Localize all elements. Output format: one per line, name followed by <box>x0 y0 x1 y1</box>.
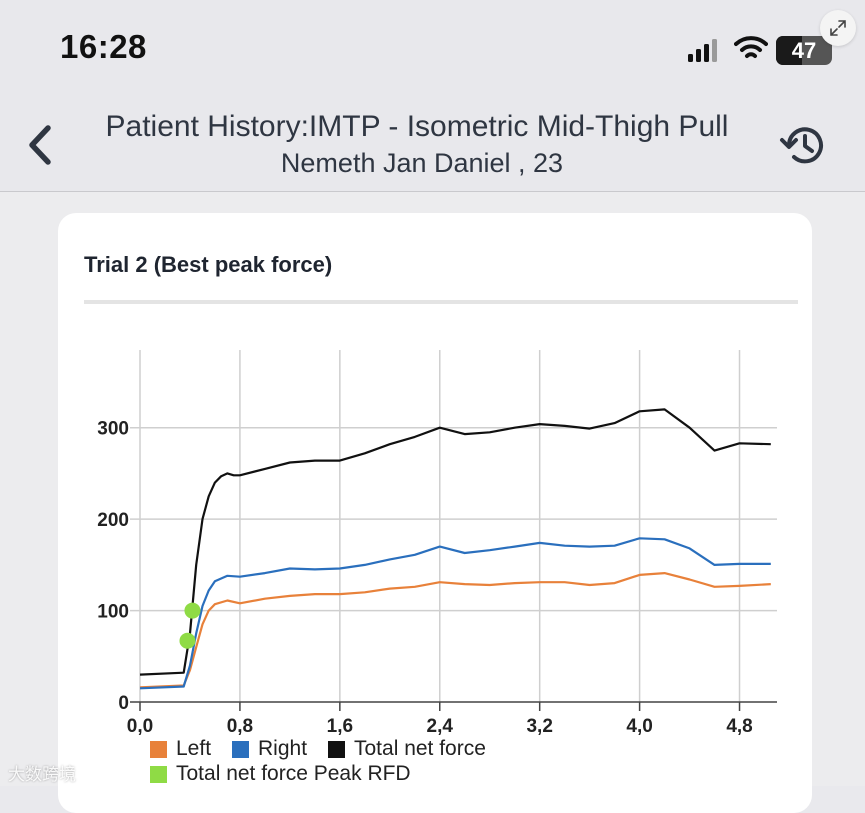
y-tick-label: 300 <box>97 419 129 440</box>
cellular-signal-icon <box>688 39 717 62</box>
series-line-total-net-force <box>139 408 771 676</box>
x-tick-label: 3,2 <box>526 716 552 737</box>
patient-subtitle: Nemeth Jan Daniel , 23 <box>280 148 564 178</box>
force-time-chart: 0,0 0,8 1,6 2,4 3,2 4,0 4,8 0 100 200 300 <box>97 350 777 737</box>
battery-indicator: 47 <box>776 36 832 65</box>
battery-fill <box>776 36 803 65</box>
x-tick-label: 4,0 <box>626 716 652 737</box>
battery-level: 47 <box>791 38 817 63</box>
series-line-right <box>139 537 771 690</box>
x-tick-label: 1,6 <box>327 716 353 737</box>
chevron-left-icon[interactable] <box>22 122 58 168</box>
card-title: Trial 2 (Best peak force) <box>84 252 333 277</box>
expand-icon <box>830 20 846 36</box>
expand-button[interactable] <box>820 10 856 46</box>
legend-swatch-right <box>232 741 249 758</box>
history-icon[interactable] <box>778 122 826 168</box>
y-tick-label: 100 <box>97 602 129 623</box>
chart-card <box>58 213 812 813</box>
legend-label-total: Total net force <box>354 737 486 760</box>
wifi-icon <box>734 36 768 58</box>
legend-label-left: Left <box>176 737 212 760</box>
x-tick-label: 2,4 <box>427 716 454 737</box>
x-tick-label: 4,8 <box>726 716 752 737</box>
legend-label-right: Right <box>258 737 308 760</box>
legend-swatch-total <box>328 741 345 758</box>
legend-swatch-peak <box>150 766 167 783</box>
peak-rfd-point <box>179 632 196 649</box>
watermark: 大数跨境 <box>8 765 76 784</box>
status-time: 16:28 <box>60 28 147 65</box>
page-title: Patient History:IMTP - Isometric Mid-Thi… <box>105 110 729 143</box>
peak-rfd-point <box>184 602 201 619</box>
x-tick-label: 0,8 <box>227 716 253 737</box>
x-tick-label: 0,0 <box>127 716 153 737</box>
navigation-bar: Patient History:IMTP - Isometric Mid-Thi… <box>0 100 865 192</box>
legend-swatch-left <box>150 741 167 758</box>
y-tick-label: 0 <box>118 693 129 714</box>
series-line-left <box>139 572 771 689</box>
card-divider <box>84 300 798 304</box>
legend-label-peak: Total net force Peak RFD <box>176 762 411 785</box>
y-tick-label: 200 <box>97 510 129 531</box>
status-bar: 16:28 47 <box>0 0 865 100</box>
